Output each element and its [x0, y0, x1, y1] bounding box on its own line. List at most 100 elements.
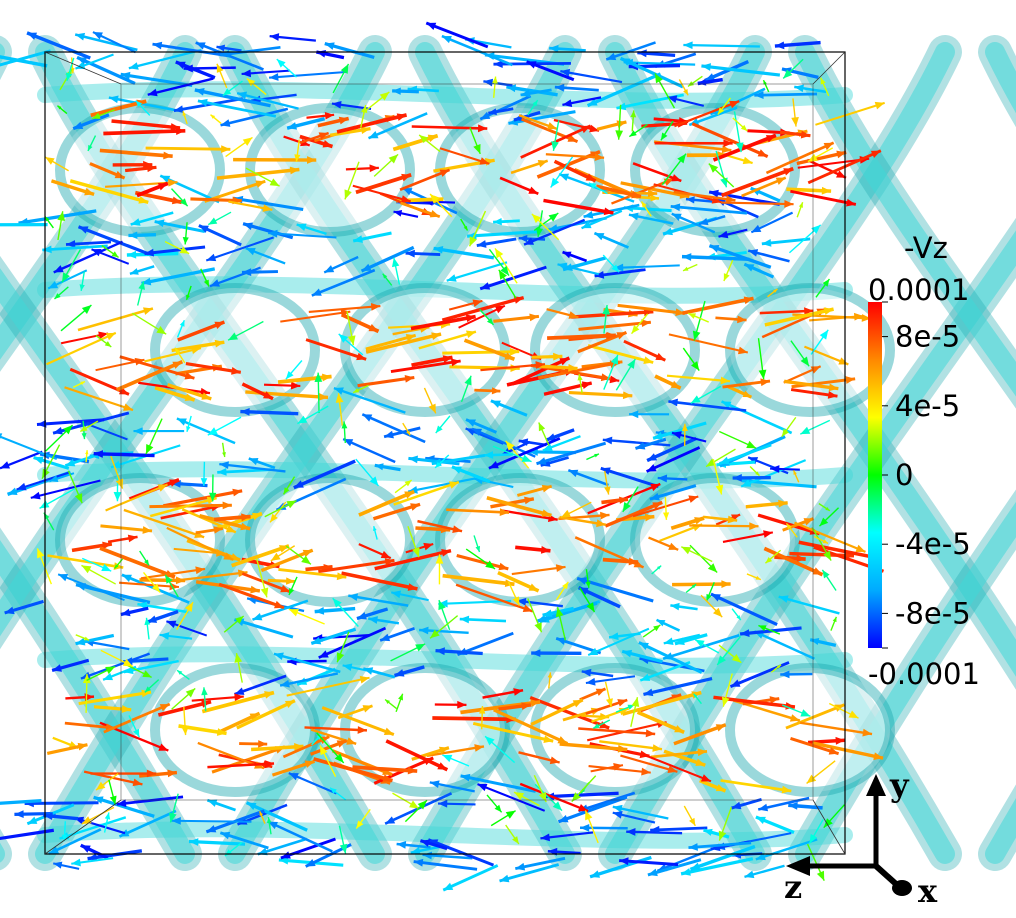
- velocity-arrow: [277, 373, 332, 385]
- velocity-arrow: [689, 844, 756, 872]
- velocity-arrow: [587, 344, 654, 364]
- velocity-arrow: [701, 63, 781, 77]
- velocity-arrow: [318, 557, 395, 574]
- velocity-arrow: [240, 407, 299, 416]
- velocity-arrow: [392, 792, 420, 810]
- velocity-arrow: [599, 740, 663, 752]
- velocity-arrow: [164, 574, 179, 598]
- velocity-arrow: [87, 135, 97, 152]
- velocity-arrow: [770, 664, 782, 673]
- velocity-arrow: [632, 162, 682, 183]
- velocity-arrow: [269, 501, 287, 523]
- velocity-arrow: [42, 244, 108, 254]
- velocity-arrow: [646, 436, 697, 463]
- velocity-arrow: [538, 422, 550, 446]
- velocity-arrow: [555, 581, 569, 601]
- velocity-arrow: [657, 474, 688, 483]
- velocity-arrow: [47, 269, 88, 290]
- velocity-arrow: [164, 241, 190, 255]
- velocity-arrow: [602, 557, 639, 566]
- velocity-arrow: [732, 117, 748, 132]
- velocity-arrow: [404, 799, 428, 823]
- x-axis-line: [873, 863, 899, 887]
- velocity-arrow: [783, 379, 839, 392]
- lattice-band: [985, 42, 1016, 114]
- velocity-arrow: [0, 798, 42, 805]
- velocity-arrow: [741, 176, 787, 198]
- colorbar-tick-label: 0.0001: [868, 273, 969, 307]
- velocity-arrow: [139, 550, 150, 566]
- velocity-arrow: [533, 774, 547, 803]
- velocity-arrow: [476, 237, 517, 248]
- velocity-arrow: [717, 97, 731, 115]
- velocity-arrow: [321, 706, 395, 737]
- velocity-arrow: [142, 571, 161, 593]
- velocity-arrow: [152, 41, 228, 58]
- velocity-arrow: [213, 513, 251, 522]
- velocity-arrow: [72, 113, 110, 131]
- velocity-arrow: [54, 286, 69, 300]
- velocity-arrow: [362, 667, 396, 679]
- velocity-arrow: [441, 34, 513, 67]
- velocity-arrow: [785, 522, 798, 538]
- velocity-arrow: [80, 652, 150, 680]
- velocity-arrow: [242, 222, 294, 240]
- velocity-arrow: [540, 831, 594, 842]
- velocity-arrow: [630, 697, 640, 727]
- lattice-cell: [150, 283, 320, 417]
- velocity-arrow: [809, 312, 864, 322]
- velocity-arrow: [71, 857, 114, 867]
- velocity-arrow: [119, 355, 195, 380]
- velocity-arrow: [215, 511, 263, 531]
- velocity-arrow: [131, 312, 167, 335]
- velocity-arrow: [693, 693, 702, 705]
- lattice-cell: [725, 663, 895, 797]
- colorbar-tick-label: 0: [895, 458, 913, 492]
- velocity-arrow: [446, 508, 510, 517]
- velocity-arrow: [408, 455, 460, 466]
- velocity-arrow: [671, 212, 716, 234]
- velocity-arrow: [360, 245, 415, 273]
- velocity-arrow: [708, 189, 780, 206]
- velocity-arrow: [721, 200, 794, 208]
- velocity-arrow: [560, 68, 623, 84]
- velocity-arrow: [622, 690, 702, 716]
- velocity-arrow: [269, 33, 316, 42]
- velocity-arrow: [79, 420, 99, 433]
- box-edge: [44, 799, 122, 855]
- velocity-arrow: [411, 355, 453, 368]
- velocity-arrow: [367, 112, 428, 140]
- velocity-arrow: [796, 150, 847, 166]
- velocity-arrow: [218, 582, 285, 610]
- velocity-arrow: [537, 364, 578, 372]
- velocity-arrow: [542, 435, 581, 452]
- velocity-arrow: [718, 644, 742, 664]
- velocity-arrow: [77, 307, 154, 332]
- velocity-arrow: [562, 256, 606, 272]
- velocity-arrow: [577, 373, 583, 393]
- velocity-arrow: [77, 225, 150, 256]
- colorbar-title: -Vz: [904, 231, 948, 265]
- colorbar-tick-label: -8e-5: [895, 596, 971, 630]
- velocity-arrow: [691, 122, 769, 158]
- velocity-arrow: [588, 765, 651, 776]
- velocity-arrow: [803, 345, 849, 366]
- velocity-arrow: [280, 837, 336, 860]
- velocity-arrow: [357, 374, 415, 388]
- velocity-arrow: [792, 470, 800, 483]
- velocity-arrow: [140, 566, 206, 580]
- velocity-arrow: [305, 338, 367, 361]
- velocity-arrow: [53, 861, 80, 870]
- velocity-arrow: [53, 240, 124, 274]
- velocity-arrow: [673, 723, 727, 746]
- velocity-arrow: [483, 78, 513, 87]
- velocity-arrow: [269, 71, 346, 81]
- velocity-arrow: [186, 415, 192, 433]
- velocity-arrow: [621, 649, 663, 664]
- velocity-arrow: [812, 741, 884, 761]
- velocity-arrow: [579, 587, 596, 613]
- velocity-arrow: [285, 360, 303, 380]
- velocity-arrow: [815, 101, 885, 126]
- velocity-arrow: [779, 130, 811, 139]
- velocity-arrow: [654, 139, 733, 148]
